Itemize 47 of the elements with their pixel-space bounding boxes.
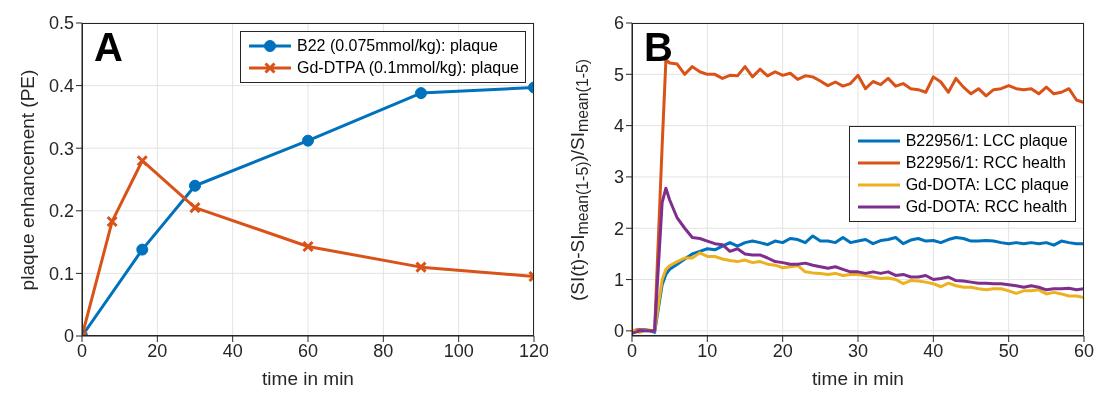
legend-label: B22 (0.075mmol/kg): plaque — [296, 37, 498, 55]
point — [106, 215, 119, 228]
x-tick-label: 50 — [998, 340, 1019, 361]
point — [189, 179, 201, 192]
y-tick-label: 0 — [613, 321, 624, 342]
point — [302, 134, 314, 147]
legend-label: Gd-DTPA (0.1mmol/kg): plaque — [296, 59, 519, 77]
x-tick-label: 60 — [1073, 340, 1095, 361]
y-axis-title: plaque enhancement (PE) — [16, 68, 39, 292]
x-tick-label: 120 — [518, 340, 550, 361]
y-tick-label: 4 — [613, 116, 624, 137]
legend-label: B22956/1: RCC health — [905, 154, 1066, 173]
x-tick-label: 20 — [772, 340, 793, 361]
y-tick-label: 5 — [613, 64, 624, 85]
x-tick-label: 60 — [297, 340, 319, 361]
x-tick-label: 20 — [147, 340, 168, 361]
legend-label: Gd-DOTA: RCC health — [905, 198, 1068, 217]
point — [302, 240, 314, 253]
y-tick-label: 0 — [63, 326, 74, 347]
x-tick-label: 10 — [697, 340, 718, 361]
x-tick-label: 30 — [847, 340, 869, 361]
y-tick-label: 6 — [613, 13, 624, 34]
point — [136, 243, 149, 256]
y-tick-label: 0.2 — [48, 201, 74, 222]
y-tick-label: 0.3 — [48, 138, 74, 159]
x-axis-title: time in min — [261, 368, 355, 390]
y-tick-label: 0.4 — [48, 75, 74, 96]
annotation: A — [94, 25, 123, 70]
x-tick-label: 0 — [626, 340, 638, 361]
legend-label: Gd-DOTA: LCC plaque — [905, 176, 1069, 195]
point — [136, 154, 149, 167]
x-axis-title: time in min — [811, 368, 905, 390]
x-tick-label: 40 — [923, 340, 944, 361]
y-tick-label: 3 — [613, 167, 624, 188]
y-tick-label: 0.1 — [48, 263, 74, 284]
annotation: B — [644, 25, 673, 70]
x-tick-label: 0 — [76, 340, 88, 361]
y-tick-label: 1 — [613, 269, 624, 290]
x-tick-label: 80 — [373, 340, 394, 361]
x-tick-label: 100 — [443, 340, 474, 361]
y-tick-label: 2 — [613, 218, 624, 239]
point — [415, 87, 427, 100]
point — [189, 201, 201, 214]
point — [415, 261, 427, 274]
x-tick-label: 40 — [222, 340, 243, 361]
legend-label: B22956/1: LCC plaque — [905, 132, 1068, 151]
y-tick-label: 0.5 — [48, 13, 74, 34]
